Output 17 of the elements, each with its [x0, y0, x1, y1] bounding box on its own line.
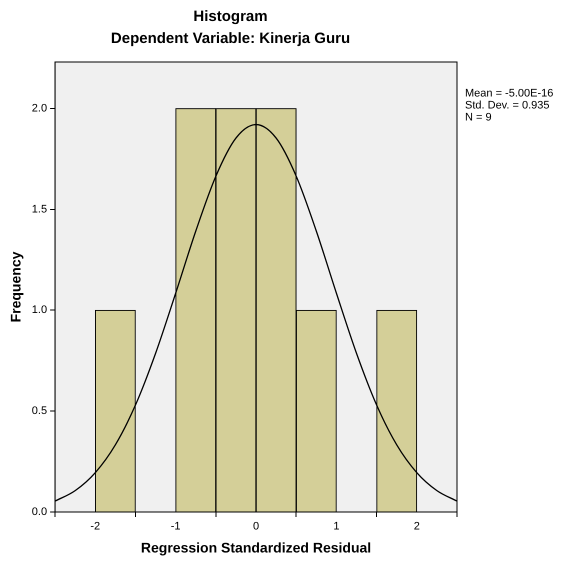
chart-title: Histogram — [193, 8, 268, 26]
x-tick-label: 0 — [252, 520, 260, 533]
x-tick-label: 1 — [333, 520, 340, 533]
y-tick-label: 0.0 — [32, 506, 48, 518]
x-tick-label: -2 — [90, 520, 100, 533]
y-tick-label: 1.5 — [32, 203, 48, 216]
y-tick-label: 1.0 — [32, 304, 48, 316]
x-tick-label: 2 — [414, 520, 420, 533]
chart-subtitle: Dependent Variable: Kinerja Guru — [110, 30, 350, 48]
text: Std. Dev. = 0.935 — [465, 100, 550, 112]
y-tick-label: 0.5 — [32, 405, 48, 418]
text: Mean = -5.00E-16 — [465, 88, 554, 100]
x-tick-label: -1 — [170, 520, 181, 533]
y-tick-label: 2.0 — [32, 102, 48, 114]
x-axis-title: Regression Standardized Residual — [140, 539, 372, 556]
text: N = 9 — [465, 112, 492, 124]
y-axis-title: Frequency — [7, 251, 24, 322]
